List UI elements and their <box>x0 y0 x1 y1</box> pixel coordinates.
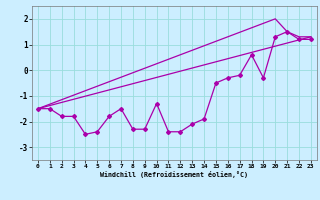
X-axis label: Windchill (Refroidissement éolien,°C): Windchill (Refroidissement éolien,°C) <box>100 171 248 178</box>
